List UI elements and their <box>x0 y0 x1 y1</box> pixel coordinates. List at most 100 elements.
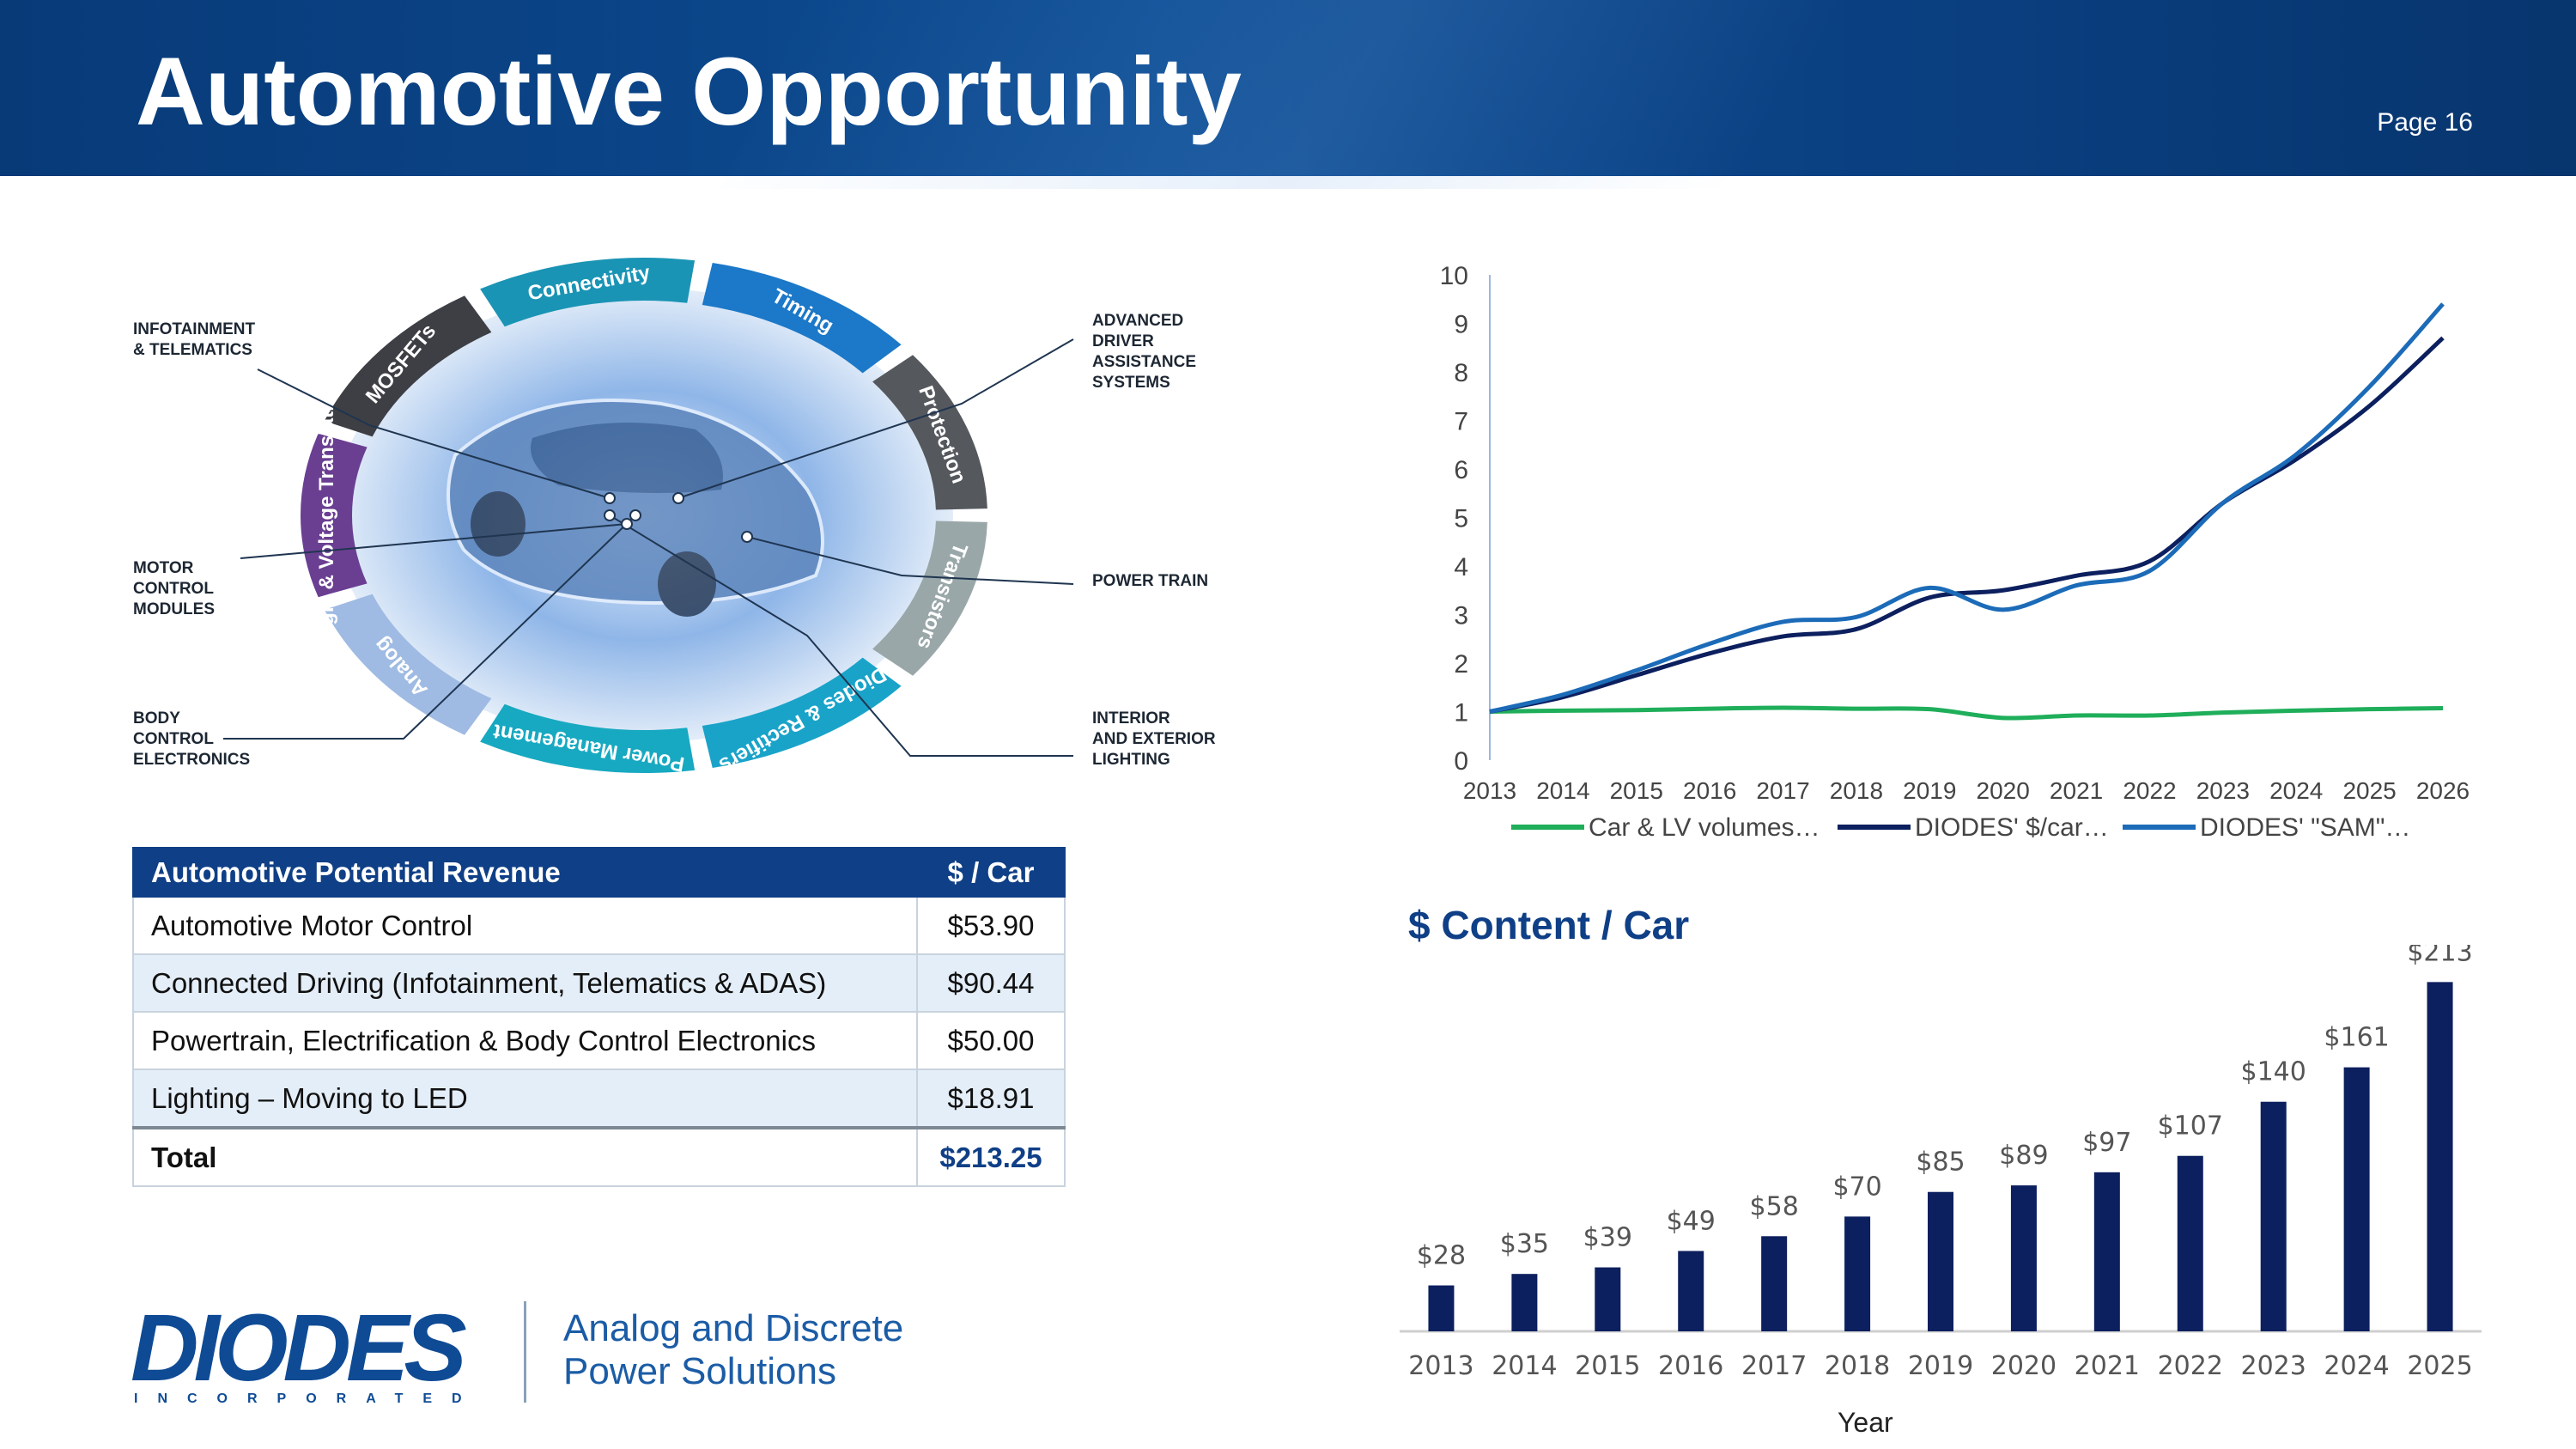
x-tick-label: 2016 <box>1658 1351 1723 1381</box>
table-cell-value: $90.44 <box>916 953 1066 1013</box>
x-tick-label: 2019 <box>1908 1351 1973 1381</box>
x-tick-label: 2026 <box>2416 777 2470 804</box>
x-tick-label: 2019 <box>1903 777 1956 804</box>
bar <box>2427 982 2453 1331</box>
label-infotainment: INFOTAINMENT & TELEMATICS <box>133 320 256 359</box>
segment-diodes-rectifiers <box>702 657 902 768</box>
label-power-train: POWER TRAIN <box>1092 572 1209 590</box>
x-tick-label: 2021 <box>2075 1351 2140 1381</box>
bar <box>1595 1267 1621 1331</box>
label-motor-control: MOTOR CONTROL MODULES <box>133 559 215 618</box>
x-tick-label: 2018 <box>1830 777 1883 804</box>
segment-logic-voltage-translation <box>301 433 368 598</box>
segment-connectivity <box>480 258 696 327</box>
logo-divider <box>524 1301 526 1403</box>
table-cell-value: $50.00 <box>916 1011 1066 1070</box>
table-cell-value: $53.90 <box>916 896 1066 955</box>
bar <box>2260 1101 2287 1331</box>
tagline-line-1: Analog and Discrete <box>563 1307 904 1349</box>
x-tick-label: 2017 <box>1741 1351 1807 1381</box>
label-body-control: BODY CONTROL ELECTRONICS <box>133 709 251 769</box>
y-tick-label: 2 <box>1454 650 1468 679</box>
y-tick-label: 3 <box>1454 602 1468 630</box>
bar-value-label: $58 <box>1750 1191 1799 1221</box>
y-tick-label: 8 <box>1454 359 1468 387</box>
content-per-car-bar-chart: $28 2013 $35 2014 $39 2015 $49 2016 $58 2017 $70 20… <box>1400 945 2482 1381</box>
bar <box>1428 1285 1455 1331</box>
automotive-segments-diagram: MOSFETs Connectivity Timing Protection Trans… <box>129 240 1228 825</box>
table-cell-category: Lighting – Moving to LED <box>132 1068 918 1129</box>
growth-line-chart: 0 1 2 3 4 5 6 7 8 9 10 2013 2014 2015 2016 2017 2018 2019… <box>1440 262 2470 842</box>
x-tick-label: 2015 <box>1610 777 1663 804</box>
x-tick-label: 2013 <box>1463 777 1516 804</box>
table-cell-category: Connected Driving (Infotainment, Telemat… <box>132 953 918 1013</box>
y-tick-label: 7 <box>1454 408 1468 436</box>
bar-value-label: $28 <box>1417 1241 1466 1271</box>
bar <box>1678 1251 1704 1331</box>
segment-protection <box>872 355 987 510</box>
segment-analog <box>324 594 492 735</box>
bar-value-label: $89 <box>1999 1141 2048 1171</box>
segment-timing <box>702 263 902 374</box>
table-cell-category: Automotive Motor Control <box>132 896 918 955</box>
table-cell-category: Powertrain, Electrification & Body Contr… <box>132 1011 918 1070</box>
x-tick-label: 2016 <box>1683 777 1736 804</box>
bar <box>1761 1236 1788 1331</box>
table-header-value: $ / Car <box>916 847 1066 898</box>
bar-value-label: $85 <box>1916 1148 1965 1178</box>
bar <box>2010 1185 2037 1331</box>
y-tick-label: 5 <box>1454 505 1468 533</box>
table-row: Powertrain, Electrification & Body Contr… <box>132 1011 1066 1070</box>
table-header-row: Automotive Potential Revenue $ / Car <box>132 847 1066 898</box>
diodes-logo: DIODES INCORPORATED <box>131 1301 467 1407</box>
bar-chart-title: $ Content / Car <box>1408 903 1690 947</box>
bar-value-label: $161 <box>2324 1023 2389 1053</box>
segment-transistors <box>872 521 987 676</box>
car-icon <box>447 399 824 617</box>
segment-label: Logic & Voltage Translation <box>315 381 338 650</box>
x-tick-label: 2020 <box>1977 777 2030 804</box>
bar <box>2177 1155 2203 1331</box>
table-total-value: $213.25 <box>916 1126 1066 1187</box>
series-line-0 <box>1489 705 2444 721</box>
series-line-2 <box>1489 302 2445 714</box>
x-tick-label: 2023 <box>2241 1351 2306 1381</box>
bar <box>1511 1274 1538 1331</box>
y-tick-label: 1 <box>1454 699 1468 728</box>
table-cell-value: $18.91 <box>916 1068 1066 1129</box>
bar-value-label: $213 <box>2407 945 2472 967</box>
x-tick-label: 2021 <box>2050 777 2103 804</box>
table-total-label: Total <box>132 1126 918 1187</box>
bar-value-label: $140 <box>2241 1057 2306 1087</box>
legend-label: DIODES' "SAM"… <box>2200 813 2410 842</box>
revenue-table: Automotive Potential Revenue $ / Car Aut… <box>132 847 1066 1187</box>
page-title: Automotive Opportunity <box>136 38 1242 145</box>
bar-chart-xlabel: Year <box>1838 1407 1893 1438</box>
bar-value-label: $35 <box>1500 1229 1549 1259</box>
y-tick-label: 10 <box>1440 262 1468 290</box>
table-row: Connected Driving (Infotainment, Telemat… <box>132 953 1066 1013</box>
x-tick-label: 2025 <box>2342 777 2396 804</box>
tagline-line-2: Power Solutions <box>563 1350 836 1392</box>
legend-label: Car & LV volumes… <box>1589 813 1820 842</box>
segment-mosfets <box>324 295 492 437</box>
x-tick-label: 2023 <box>2196 777 2250 804</box>
x-tick-label: 2018 <box>1825 1351 1890 1381</box>
bar <box>2343 1067 2370 1331</box>
segment-power-management <box>480 703 696 773</box>
x-tick-label: 2014 <box>1492 1351 1557 1381</box>
bar-value-label: $70 <box>1832 1172 1881 1202</box>
legend-label: DIODES' $/car… <box>1915 813 2109 842</box>
bar-value-label: $39 <box>1583 1223 1632 1253</box>
x-tick-label: 2025 <box>2407 1351 2472 1381</box>
tagline: Analog and Discrete Power Solutions <box>563 1307 903 1393</box>
x-tick-label: 2015 <box>1575 1351 1640 1381</box>
table-row: Lighting – Moving to LED $18.91 <box>132 1068 1066 1129</box>
y-tick-label: 6 <box>1454 456 1468 484</box>
logo-subtext: INCORPORATED <box>134 1391 482 1406</box>
page-number: Page 16 <box>2377 108 2473 137</box>
x-tick-label: 2022 <box>2158 1351 2223 1381</box>
x-tick-label: 2022 <box>2123 777 2176 804</box>
segment-ring: MOSFETsConnectivityTimingProtectionTrans… <box>301 258 987 776</box>
y-tick-label: 9 <box>1454 311 1468 339</box>
